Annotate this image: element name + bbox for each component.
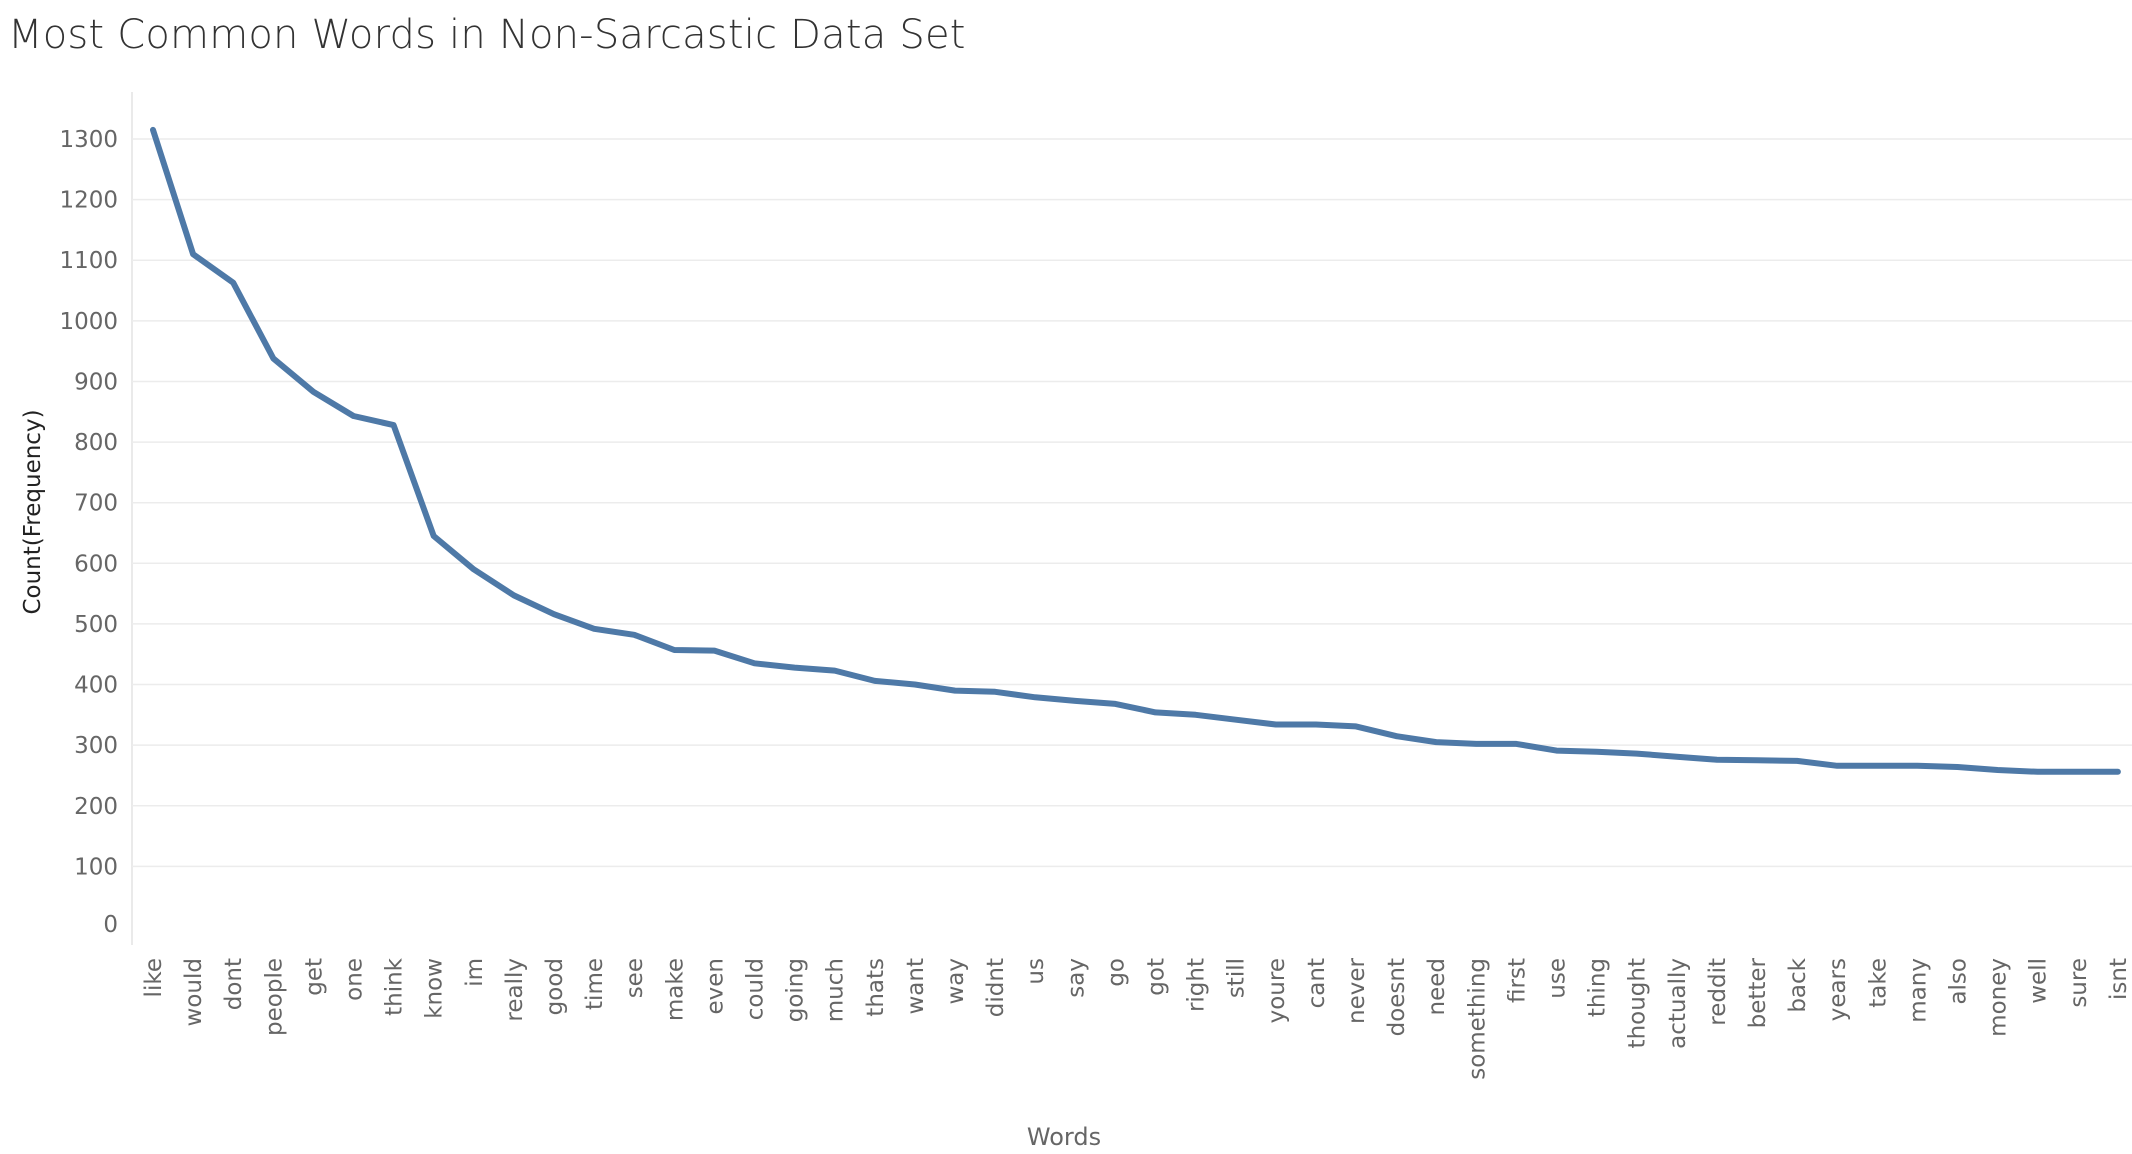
x-tick-label: im (462, 958, 488, 987)
x-tick-label: still (1224, 958, 1250, 998)
y-tick-label: 0 (103, 912, 118, 938)
y-tick-label: 700 (74, 491, 118, 517)
y-axis-title: Count(Frequency) (20, 409, 46, 614)
x-tick-label: actually (1665, 958, 1691, 1049)
y-tick-label: 200 (74, 794, 118, 820)
x-tick-label: really (502, 958, 528, 1022)
x-tick-label: good (542, 958, 568, 1015)
x-tick-label: use (1545, 958, 1571, 999)
x-tick-label: like (141, 958, 167, 997)
x-tick-label: many (1905, 958, 1931, 1023)
y-tick-label: 1100 (59, 248, 118, 274)
x-tick-label: thing (1585, 958, 1611, 1017)
chart-title: Most Common Words in Non-Sarcastic Data … (8, 12, 966, 58)
x-tick-label: think (382, 957, 408, 1016)
x-tick-label: years (1825, 958, 1851, 1021)
x-tick-label: money (1986, 958, 2012, 1037)
x-tick-label: one (342, 958, 368, 1001)
y-tick-label: 300 (74, 733, 118, 759)
x-tick-label: people (261, 958, 287, 1036)
y-tick-label: 600 (74, 551, 118, 577)
x-tick-label: right (1184, 958, 1210, 1012)
x-tick-label: got (1144, 958, 1170, 996)
gridlines (132, 138, 2132, 868)
x-tick-label: see (622, 958, 648, 998)
x-tick-label: back (1785, 957, 1811, 1012)
x-tick-label: need (1424, 958, 1450, 1015)
x-tick-label: get (301, 958, 327, 996)
y-tick-label: 800 (74, 430, 118, 456)
x-tick-label: go (1103, 958, 1129, 987)
y-tick-labels: 0 100 200 300 400 500 600 700 800 900 1000 1100 1200… (59, 127, 118, 938)
x-tick-label: would (181, 958, 207, 1026)
x-tick-label: youre (1264, 958, 1290, 1023)
x-tick-label: could (743, 958, 769, 1020)
x-tick-label: way (943, 958, 969, 1005)
x-tick-label: isnt (2106, 958, 2132, 1000)
x-tick-label: something (1464, 958, 1490, 1080)
y-tick-label: 500 (74, 612, 118, 638)
series-line (150, 126, 2121, 775)
x-tick-label: first (1504, 958, 1530, 1003)
y-tick-label: 1300 (59, 127, 118, 153)
x-tick-label: sure (2066, 958, 2092, 1008)
x-tick-label: us (1023, 958, 1049, 985)
y-tick-label: 900 (74, 369, 118, 395)
y-tick-label: 1000 (59, 309, 118, 335)
x-tick-label: going (783, 958, 809, 1022)
x-tick-label: time (582, 958, 608, 1010)
x-tick-label: better (1745, 957, 1771, 1028)
x-tick-label: thats (863, 958, 889, 1017)
x-tick-label: make (662, 958, 688, 1021)
x-tick-label: say (1063, 958, 1089, 998)
x-tick-label: even (702, 958, 728, 1015)
x-tick-labels: like would dont people get one think know im real… (141, 957, 2132, 1079)
x-tick-label: never (1344, 957, 1370, 1023)
x-tick-label: doesnt (1384, 958, 1410, 1036)
x-tick-label: much (823, 958, 849, 1022)
x-tick-label: also (1946, 958, 1972, 1005)
x-axis-title: Words (1027, 1123, 1101, 1151)
y-tick-label: 100 (74, 854, 118, 880)
y-tick-label: 1200 (59, 188, 118, 214)
x-tick-label: thought (1625, 958, 1651, 1048)
x-tick-label: dont (221, 958, 247, 1010)
x-tick-label: didnt (983, 958, 1009, 1017)
x-tick-label: well (2026, 958, 2052, 1004)
y-tick-label: 400 (74, 673, 118, 699)
x-tick-label: cant (1304, 958, 1330, 1008)
x-tick-label: take (1865, 958, 1891, 1008)
x-tick-label: want (903, 958, 929, 1015)
x-tick-label: know (422, 958, 448, 1019)
x-tick-label: reddit (1705, 958, 1731, 1026)
